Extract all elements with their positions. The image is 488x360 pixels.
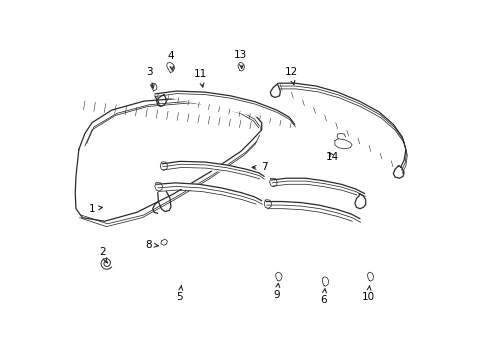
Polygon shape (271, 178, 364, 194)
Text: 4: 4 (167, 51, 174, 70)
Text: 14: 14 (325, 152, 338, 162)
Text: 13: 13 (234, 50, 247, 68)
Text: 12: 12 (284, 67, 297, 85)
Text: 7: 7 (252, 162, 267, 172)
Text: 6: 6 (320, 289, 326, 305)
Text: 5: 5 (176, 286, 183, 302)
Polygon shape (265, 202, 359, 219)
Polygon shape (278, 83, 405, 167)
Text: 3: 3 (146, 67, 154, 88)
Polygon shape (75, 98, 261, 221)
Text: 8: 8 (145, 239, 158, 249)
Polygon shape (156, 183, 261, 201)
Text: 9: 9 (273, 283, 280, 300)
Polygon shape (162, 161, 264, 176)
Text: 11: 11 (194, 69, 207, 87)
Text: 1: 1 (89, 204, 102, 214)
Text: 2: 2 (100, 247, 106, 262)
Text: 10: 10 (361, 286, 374, 302)
Polygon shape (155, 91, 294, 125)
